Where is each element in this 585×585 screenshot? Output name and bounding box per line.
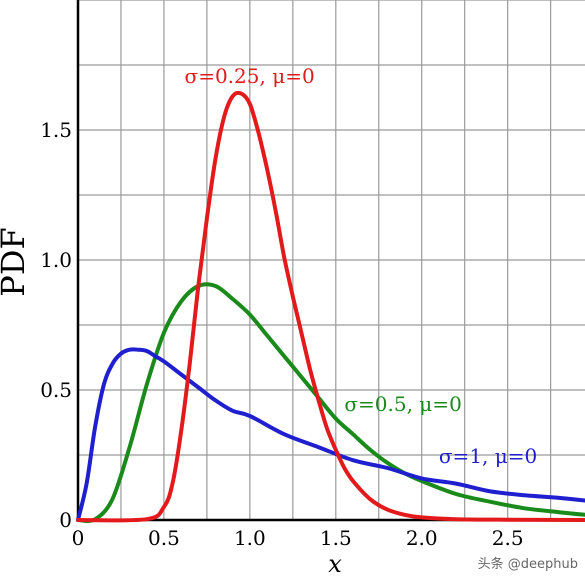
x-tick-label: 1.0 [234,526,266,550]
series-annotation-0: σ=0.25, μ=0 [185,64,315,88]
series-line-1 [76,282,585,523]
x-axis-label: x [328,550,342,578]
series-annotation-2: σ=1, μ=0 [439,444,537,468]
tick-labels: 0 0.5 1.0 1.5 2.0 2.5 0 0.5 1.0 1.5 [40,118,523,550]
x-tick-label: 2.5 [492,526,524,550]
x-tick-label: 0.5 [148,526,180,550]
x-tick-label: 1.5 [320,526,352,550]
series-annotations: σ=0.25, μ=0 σ=0.5, μ=0 σ=1, μ=0 [185,64,538,468]
series-annotation-1: σ=0.5, μ=0 [344,392,461,416]
series-lines [76,90,585,523]
watermark-text: 头条 @deephub [478,556,578,572]
y-tick-label: 0 [59,508,72,532]
grid-lines [78,0,585,520]
y-tick-label: 1.5 [40,118,72,142]
y-tick-label: 1.0 [40,248,72,272]
x-tick-label: 2.0 [406,526,438,550]
y-axis-label: PDF [0,227,32,296]
y-tick-label: 0.5 [40,378,72,402]
series-line-0 [76,90,585,523]
series-line-2 [76,347,585,522]
x-tick-label: 0 [72,526,85,550]
